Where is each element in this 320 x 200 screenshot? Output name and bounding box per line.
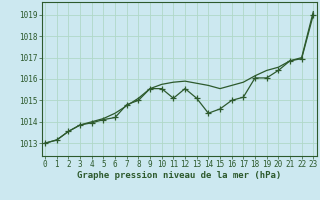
X-axis label: Graphe pression niveau de la mer (hPa): Graphe pression niveau de la mer (hPa)	[77, 171, 281, 180]
